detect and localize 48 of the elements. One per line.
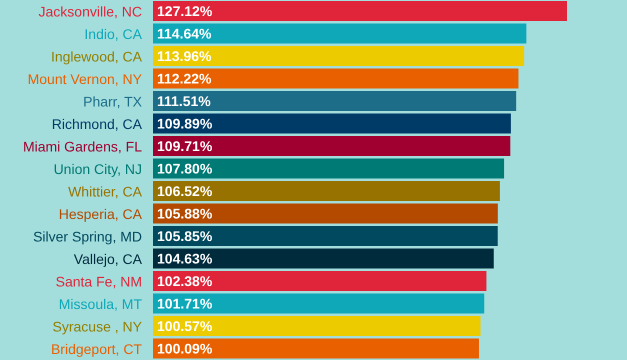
- bar: [153, 114, 511, 134]
- bar: [153, 294, 484, 314]
- data-label: 112.22%: [157, 70, 212, 86]
- y-tick-label: Missoula, MT: [58, 296, 142, 312]
- bar: [153, 24, 526, 44]
- bar: [153, 338, 479, 358]
- data-label: 109.71%: [157, 138, 213, 154]
- y-tick-label: Syracuse , NY: [52, 318, 143, 334]
- data-label: 100.09%: [157, 340, 213, 356]
- bar: [153, 136, 510, 156]
- bar: [153, 204, 498, 224]
- data-label: 111.51%: [157, 93, 212, 109]
- bar: [153, 1, 567, 21]
- bar: [153, 68, 518, 88]
- data-label: 102.38%: [157, 273, 213, 289]
- y-tick-label: Inglewood, CA: [50, 48, 143, 64]
- y-tick-label: Bridgeport, CT: [50, 340, 142, 357]
- data-label: 114.64%: [157, 26, 212, 42]
- y-tick-label: Santa Fe, NM: [56, 273, 142, 290]
- data-label: 106.52%: [157, 183, 213, 199]
- data-label: 113.96%: [157, 48, 212, 64]
- y-tick-label: Mount Vernon, NY: [28, 70, 143, 87]
- bar: [153, 248, 494, 268]
- data-label: 107.80%: [157, 160, 213, 176]
- y-tick-label: Jacksonville, NC: [38, 3, 142, 20]
- y-tick-label: Union City, NJ: [54, 160, 142, 177]
- data-label: 109.89%: [157, 116, 213, 132]
- y-tick-label: Miami Gardens, FL: [22, 138, 142, 154]
- y-tick-label: Hesperia, CA: [58, 206, 143, 222]
- data-label: 105.88%: [157, 206, 213, 222]
- y-tick-label: Indio, CA: [84, 26, 143, 42]
- data-label: 105.85%: [157, 228, 213, 244]
- y-tick-label: Silver Spring, MD: [33, 228, 142, 244]
- bar: [153, 181, 500, 201]
- bar: [153, 226, 498, 246]
- bar: [153, 316, 481, 336]
- y-tick-label: Whittier, CA: [68, 183, 143, 200]
- bar: [153, 46, 524, 66]
- y-tick-label: Richmond, CA: [52, 116, 143, 132]
- data-label: 127.12%: [157, 3, 213, 19]
- bar: [153, 91, 516, 111]
- data-label: 101.71%: [157, 296, 213, 312]
- y-tick-label: Vallejo, CA: [74, 250, 143, 267]
- bar: [153, 158, 504, 178]
- y-tick-label: Pharr, TX: [83, 93, 143, 110]
- data-label: 104.63%: [157, 250, 213, 266]
- bar: [153, 271, 486, 291]
- data-label: 100.57%: [157, 318, 213, 334]
